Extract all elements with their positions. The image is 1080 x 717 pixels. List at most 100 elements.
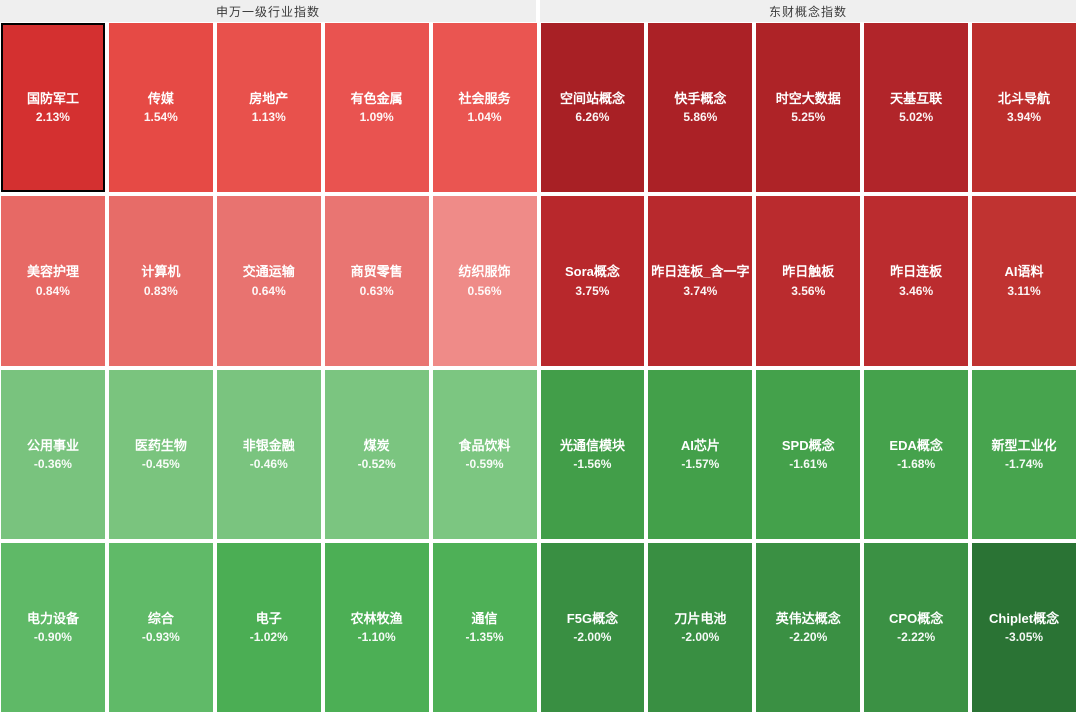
cell-value: 0.63% xyxy=(359,283,394,298)
cell-label: F5G概念 xyxy=(566,610,619,626)
heatmap-cell[interactable]: CPO概念 -2.22% xyxy=(864,542,969,712)
cell-label: 快手概念 xyxy=(674,91,727,106)
heatmap-cell[interactable]: 公用事业 -0.36% xyxy=(1,369,105,539)
cell-label: 通信 xyxy=(471,610,498,626)
heatmap-cell[interactable]: 有色金属 1.09% xyxy=(324,23,429,193)
cell-value: -1.56% xyxy=(573,456,612,471)
heatmap-cell[interactable]: 非银金融 -0.46% xyxy=(216,369,321,539)
cell-label: 国防军工 xyxy=(26,91,79,106)
cell-value: -1.61% xyxy=(789,456,828,471)
section-header-industry: 申万一级行业指数 xyxy=(0,0,536,22)
cell-value: 1.09% xyxy=(359,110,394,125)
cell-label: AI芯片 xyxy=(680,437,720,453)
cell-label: 昨日连板_含一字 xyxy=(651,264,750,280)
cell-label: 社会服务 xyxy=(458,91,511,106)
heatmap-cell[interactable]: 商贸零售 0.63% xyxy=(324,196,429,366)
heatmap-cell[interactable]: Chiplet概念 -3.05% xyxy=(972,542,1076,712)
cell-label: 英伟达概念 xyxy=(775,610,841,626)
heatmap-cell[interactable]: 食品饮料 -0.59% xyxy=(432,369,537,539)
cell-label: 农林牧渔 xyxy=(350,610,403,626)
cell-value: 5.86% xyxy=(683,110,718,125)
cell-value: -0.59% xyxy=(465,456,504,471)
heatmap-cell[interactable]: 新型工业化 -1.74% xyxy=(972,369,1076,539)
cell-value: 3.46% xyxy=(899,283,934,298)
cell-value: 1.13% xyxy=(251,110,286,125)
cell-label: 时空大数据 xyxy=(775,91,841,106)
cell-label: 光通信模块 xyxy=(559,437,625,453)
heatmap-cell[interactable]: 医药生物 -0.45% xyxy=(108,369,213,539)
cell-value: -2.00% xyxy=(573,630,612,644)
heatmap-cell[interactable]: 昨日连板_含一字 3.74% xyxy=(648,196,753,366)
heatmap-cell[interactable]: SPD概念 -1.61% xyxy=(756,369,861,539)
section-header-concept: 东财概念指数 xyxy=(540,0,1076,22)
heatmap-cell[interactable]: 刀片电池 -2.00% xyxy=(648,542,753,712)
cell-label: 房地产 xyxy=(249,91,289,106)
heatmap-cell[interactable]: 美容护理 0.84% xyxy=(1,196,105,366)
heatmap-cell[interactable]: 综合 -0.93% xyxy=(108,542,213,712)
heatmap-cell[interactable]: 电子 -1.02% xyxy=(216,542,321,712)
cell-label: 空间站概念 xyxy=(559,91,625,106)
heatmap-cell[interactable]: 电力设备 -0.90% xyxy=(1,542,105,712)
heatmap-cell[interactable]: 国防军工 2.13% xyxy=(1,23,105,193)
heatmap-cell[interactable]: F5G概念 -2.00% xyxy=(540,542,645,712)
cell-value: -0.52% xyxy=(357,456,396,471)
cell-label: 非银金融 xyxy=(242,437,295,453)
cell-label: AI语料 xyxy=(1004,264,1044,280)
cell-value: -1.68% xyxy=(897,456,936,471)
cell-value: 3.56% xyxy=(791,283,826,298)
cell-value: -1.57% xyxy=(681,456,720,471)
heatmap-cell[interactable]: Sora概念 3.75% xyxy=(540,196,645,366)
heatmap-cell[interactable]: 空间站概念 6.26% xyxy=(540,23,645,193)
cell-value: -0.46% xyxy=(249,456,288,471)
cells-grid: 国防军工 2.13% 传媒 1.54% 房地产 1.13% 有色金属 1.09% 社会服务 1.0… xyxy=(1,23,1076,712)
cell-label: 传媒 xyxy=(147,91,174,106)
cell-value: -1.10% xyxy=(357,630,396,644)
heatmap-cell[interactable]: AI语料 3.11% xyxy=(972,196,1076,366)
cell-label: 昨日连板 xyxy=(890,264,943,280)
heatmap-cell[interactable]: AI芯片 -1.57% xyxy=(648,369,753,539)
cell-value: 0.64% xyxy=(251,283,286,298)
cell-value: 3.11% xyxy=(1007,283,1041,298)
cell-label: 煤炭 xyxy=(363,437,390,453)
cell-label: 商贸零售 xyxy=(350,264,403,280)
heatmap-cell[interactable]: 光通信模块 -1.56% xyxy=(540,369,645,539)
cell-label: 昨日触板 xyxy=(782,264,835,280)
cell-value: 5.25% xyxy=(791,110,826,125)
cell-value: 0.56% xyxy=(467,283,502,298)
heatmap-cell[interactable]: 北斗导航 3.94% xyxy=(972,23,1076,193)
heatmap-cell[interactable]: 计算机 0.83% xyxy=(108,196,213,366)
heatmap-cell[interactable]: 昨日触板 3.56% xyxy=(756,196,861,366)
heatmap-cell[interactable]: 社会服务 1.04% xyxy=(432,23,537,193)
heatmap-cell[interactable]: 快手概念 5.86% xyxy=(648,23,753,193)
cell-label: Sora概念 xyxy=(564,264,620,280)
cell-label: 北斗导航 xyxy=(998,91,1051,106)
heatmap-cell[interactable]: 通信 -1.35% xyxy=(432,542,537,712)
cell-label: 计算机 xyxy=(141,264,181,280)
cell-value: -2.22% xyxy=(897,630,936,644)
cell-value: 3.74% xyxy=(683,283,718,298)
heatmap-cell[interactable]: 时空大数据 5.25% xyxy=(756,23,861,193)
heatmap-cell[interactable]: EDA概念 -1.68% xyxy=(864,369,969,539)
heatmap-cell[interactable]: 英伟达概念 -2.20% xyxy=(756,542,861,712)
heatmap-cell[interactable]: 交通运输 0.64% xyxy=(216,196,321,366)
heatmap-cell[interactable]: 传媒 1.54% xyxy=(108,23,213,193)
cell-label: 天基互联 xyxy=(890,91,943,106)
heatmap-cell[interactable]: 农林牧渔 -1.10% xyxy=(324,542,429,712)
cell-label: Chiplet概念 xyxy=(989,610,1060,626)
cell-label: 刀片电池 xyxy=(674,610,727,626)
cell-label: 医药生物 xyxy=(134,437,187,453)
heatmap-cell[interactable]: 天基互联 5.02% xyxy=(864,23,969,193)
cell-value: -0.90% xyxy=(33,630,72,644)
cell-value: -0.45% xyxy=(141,456,180,471)
cell-value: 3.94% xyxy=(1007,110,1042,125)
cell-label: EDA概念 xyxy=(889,437,943,453)
cell-label: 新型工业化 xyxy=(991,437,1057,453)
heatmap-cell[interactable]: 煤炭 -0.52% xyxy=(324,369,429,539)
cell-label: CPO概念 xyxy=(889,610,944,626)
heatmap-cell[interactable]: 房地产 1.13% xyxy=(216,23,321,193)
cell-value: 6.26% xyxy=(575,110,610,125)
heatmap-cell[interactable]: 昨日连板 3.46% xyxy=(864,196,969,366)
heatmap-cell[interactable]: 纺织服饰 0.56% xyxy=(432,196,537,366)
cell-value: -0.36% xyxy=(33,456,72,471)
